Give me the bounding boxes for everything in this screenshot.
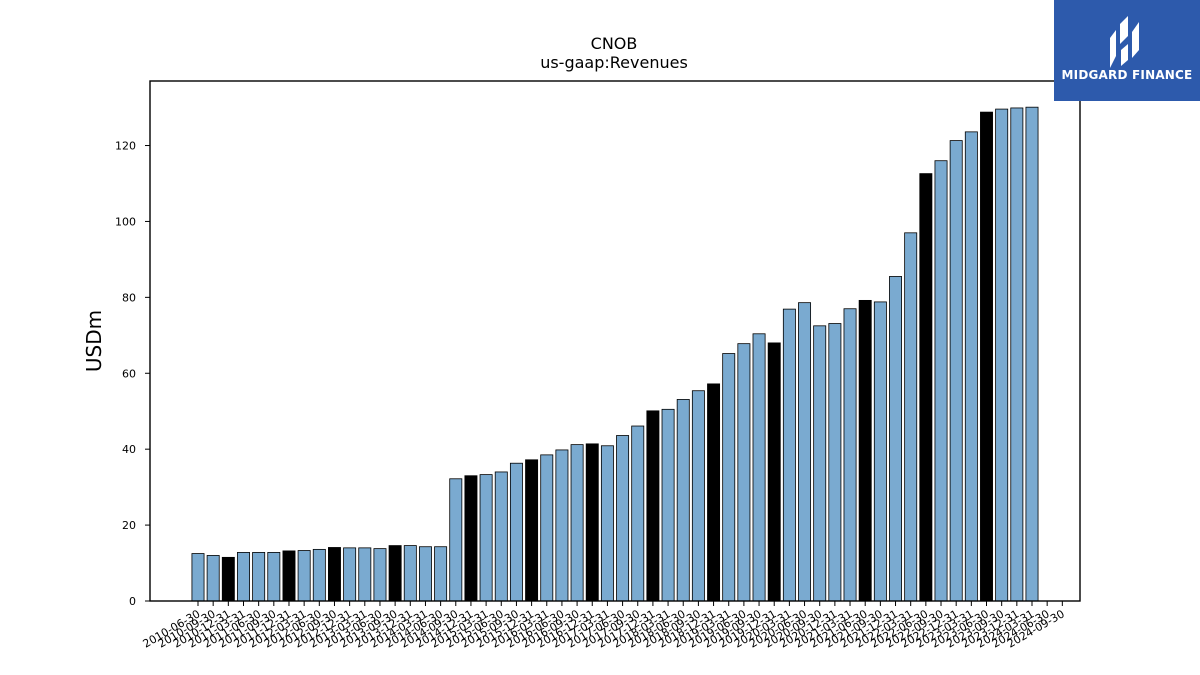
bar bbox=[904, 232, 918, 602]
chart-subtitle: us-gaap:Revenues bbox=[540, 53, 688, 72]
logo-text: MIDGARD FINANCE bbox=[1061, 68, 1193, 82]
y-tick-label: 80 bbox=[122, 291, 136, 304]
bar bbox=[949, 140, 963, 602]
bar bbox=[646, 410, 660, 602]
y-tick-label: 60 bbox=[122, 367, 136, 380]
bar bbox=[479, 474, 493, 602]
y-tick-label: 120 bbox=[115, 140, 136, 153]
bar bbox=[828, 323, 842, 602]
bar bbox=[206, 555, 220, 602]
bar bbox=[449, 478, 463, 602]
y-axis: 0 20 40 60 80 100 120 bbox=[115, 140, 150, 608]
bar bbox=[343, 547, 357, 602]
bar bbox=[752, 333, 766, 602]
bar bbox=[767, 342, 781, 602]
bar bbox=[980, 111, 993, 602]
bar bbox=[358, 547, 372, 602]
bar bbox=[494, 471, 508, 602]
bar bbox=[373, 548, 387, 602]
bar bbox=[1025, 106, 1039, 602]
bar bbox=[328, 547, 341, 602]
y-tick-label: 20 bbox=[122, 519, 136, 532]
bar bbox=[843, 308, 857, 602]
bar bbox=[282, 550, 296, 602]
bar bbox=[782, 308, 796, 602]
y-tick-label: 0 bbox=[129, 595, 136, 608]
bar bbox=[418, 546, 432, 602]
bar bbox=[691, 390, 705, 602]
bar bbox=[616, 435, 630, 602]
bar bbox=[509, 462, 523, 602]
bar bbox=[722, 353, 736, 602]
bar bbox=[312, 548, 326, 602]
bars-group bbox=[191, 106, 1039, 602]
bar bbox=[813, 325, 827, 602]
bar bbox=[525, 459, 539, 602]
bar bbox=[540, 454, 554, 602]
bar bbox=[221, 556, 235, 602]
bar bbox=[464, 475, 478, 602]
bar bbox=[889, 276, 902, 602]
bar bbox=[297, 550, 311, 602]
bar bbox=[858, 299, 872, 602]
bar bbox=[631, 425, 645, 602]
bar bbox=[1010, 107, 1024, 602]
x-axis: 2010-06-302010-09-302010-12-312011-03-31… bbox=[141, 601, 1067, 651]
bar bbox=[252, 552, 266, 602]
bar bbox=[737, 343, 751, 602]
bar bbox=[403, 545, 417, 602]
y-tick-label: 100 bbox=[115, 215, 136, 228]
bar bbox=[600, 445, 614, 602]
y-axis-label: USDm bbox=[82, 310, 106, 372]
bar bbox=[919, 173, 933, 602]
bar bbox=[934, 160, 948, 602]
bar bbox=[388, 545, 402, 602]
midgard-finance-logo: MIDGARD FINANCE bbox=[1054, 0, 1200, 101]
bar bbox=[570, 444, 584, 602]
bar bbox=[191, 553, 205, 602]
plot-frame bbox=[149, 80, 1081, 602]
bar bbox=[434, 546, 448, 602]
bar bbox=[964, 131, 978, 602]
bar bbox=[707, 383, 721, 602]
bar bbox=[267, 552, 281, 602]
bar bbox=[995, 108, 1009, 602]
chart-title: CNOB bbox=[591, 34, 638, 53]
bar bbox=[661, 408, 675, 602]
bar bbox=[555, 449, 569, 602]
y-tick-label: 40 bbox=[122, 443, 136, 456]
bar bbox=[676, 399, 690, 602]
midgard-m-logo-icon bbox=[1110, 16, 1139, 68]
bar bbox=[237, 552, 250, 602]
bar bbox=[798, 302, 812, 602]
bar bbox=[585, 443, 599, 602]
bar bbox=[873, 301, 887, 602]
